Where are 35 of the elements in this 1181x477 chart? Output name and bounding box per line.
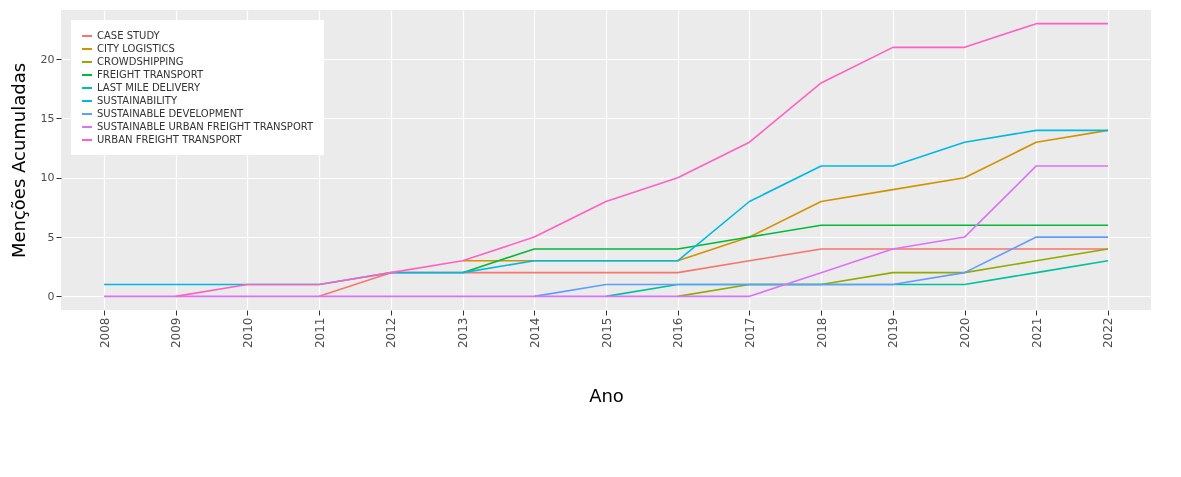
y-tick-label: 0 [47, 289, 55, 303]
y-axis-title: Menções Acumuladas [7, 62, 29, 259]
y-tick-label: 15 [40, 112, 55, 125]
line-series [103, 165, 1109, 298]
legend-label: SUSTAINABLE URBAN FREIGHT TRANSPORT [97, 121, 314, 132]
x-tick-label: 2022 [1101, 317, 1116, 349]
x-tick-label: 2014 [527, 317, 542, 349]
x-tick-label: 2008 [97, 317, 112, 349]
legend-label: SUSTAINABLE DEVELOPMENT [97, 108, 245, 119]
legend-label: FREIGHT TRANSPORT [97, 69, 204, 80]
x-tick-label: 2017 [742, 317, 757, 349]
x-tick-label: 2013 [456, 317, 471, 349]
x-tick-label: 2010 [240, 317, 255, 349]
line-series [318, 248, 1109, 298]
x-tick-label: 2012 [384, 317, 399, 349]
y-tick-label: 5 [47, 230, 55, 244]
legend-label: SUSTAINABILITY [97, 95, 178, 106]
x-tick-label: 2015 [599, 317, 614, 349]
x-axis-title: Ano [589, 385, 624, 407]
x-tick-label: 2011 [312, 317, 327, 349]
x-tick-label: 2018 [814, 317, 829, 349]
legend-label: LAST MILE DELIVERY [97, 82, 201, 93]
line-series [461, 224, 1109, 274]
x-tick-label: 2020 [958, 317, 973, 349]
line-series [533, 236, 1109, 298]
x-tick-label: 2016 [671, 317, 686, 349]
x-tick-label: 2009 [169, 317, 184, 349]
legend-label: CITY LOGISTICS [97, 43, 175, 54]
legend-label: CASE STUDY [97, 30, 161, 41]
legend-label: URBAN FREIGHT TRANSPORT [97, 134, 243, 145]
x-tick-label: 2021 [1029, 317, 1044, 349]
y-tick-label: 10 [40, 171, 55, 185]
x-tick-label: 2019 [886, 317, 901, 349]
y-tick-label: 20 [40, 52, 55, 66]
legend-label: CROWDSHIPPING [97, 56, 184, 67]
